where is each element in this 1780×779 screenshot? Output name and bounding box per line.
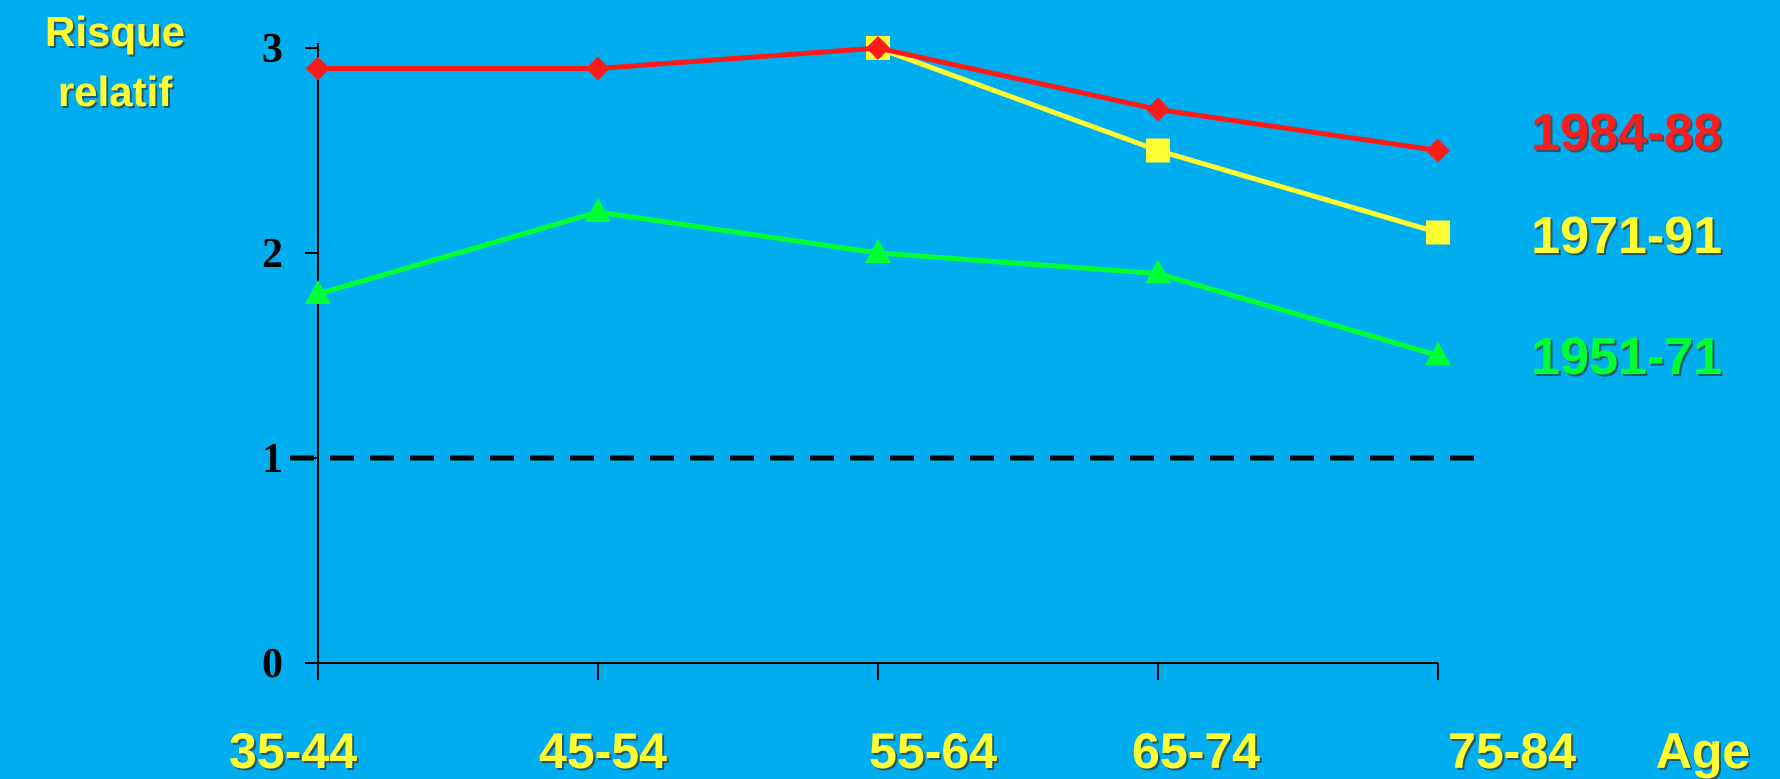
data-point	[1426, 138, 1450, 163]
y-axis-label-line-2: relatif	[58, 68, 173, 115]
y-tick-label: 0	[262, 641, 283, 687]
data-point	[306, 56, 330, 81]
data-point	[866, 36, 890, 60]
series-line	[318, 45, 1439, 153]
data-point	[585, 198, 611, 222]
x-tick-label: 55-64	[869, 723, 997, 779]
legend-entry: 1984-88	[1531, 104, 1722, 162]
data-point	[1425, 341, 1451, 366]
data-point	[1146, 97, 1170, 122]
y-tick-label: 1	[262, 436, 283, 482]
series-group	[305, 36, 1451, 366]
series-line	[317, 209, 1439, 358]
legend-entry: 1951-71	[1531, 328, 1722, 386]
data-point	[1145, 259, 1171, 284]
data-point	[305, 280, 331, 304]
x-tick-label: 75-84	[1448, 723, 1576, 779]
data-point	[865, 239, 891, 263]
x-tick-label: 35-44	[229, 723, 357, 779]
series-1951-71	[305, 198, 1451, 366]
x-tick-label: 65-74	[1132, 723, 1260, 779]
y-tick-label: 3	[262, 26, 283, 72]
y-axis-label-line-1: Risque	[45, 8, 185, 55]
data-point	[1146, 138, 1170, 163]
series-1984-88	[306, 36, 1450, 163]
y-tick-label: 2	[262, 231, 283, 277]
tick-labels: 0 1 2 3 35-44 45-54 55-64 65-74 75-84	[229, 26, 1576, 779]
data-point	[586, 56, 610, 81]
legend: 1984-88 1971-91 1951-71	[1531, 104, 1722, 386]
axes	[305, 43, 1439, 680]
legend-entry: 1971-91	[1531, 207, 1722, 265]
data-point	[1426, 220, 1450, 245]
x-axis-label: Age	[1656, 723, 1750, 779]
x-tick-label: 45-54	[539, 723, 667, 779]
